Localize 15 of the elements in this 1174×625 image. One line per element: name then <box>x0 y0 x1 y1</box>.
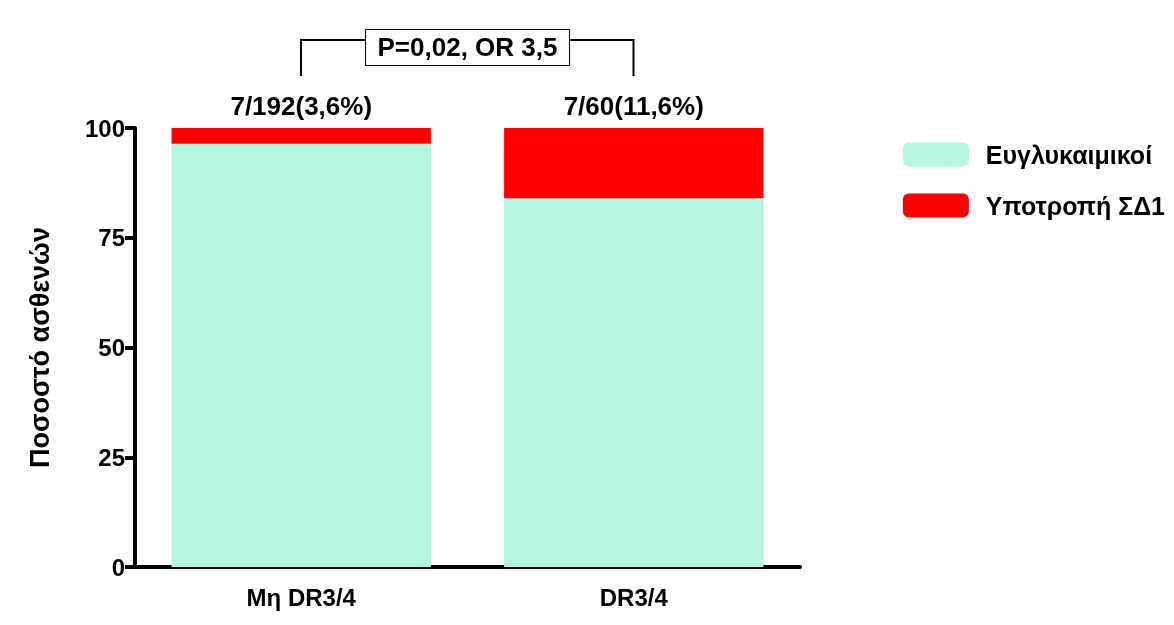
y-tick-label: 25 <box>98 443 125 471</box>
legend-label: Ευγλυκαιμικοί <box>985 140 1153 169</box>
y-tick-label: 0 <box>111 553 125 581</box>
annotation: 7/192(3,6%) <box>230 91 373 122</box>
y-axis-title: Ποσοστό ασθενών <box>24 227 55 468</box>
x-tick-label: Μη DR3/4 <box>246 583 357 611</box>
bar <box>504 128 764 199</box>
bar <box>171 128 431 144</box>
y-tick-label: 50 <box>98 334 125 361</box>
y-tick-label: 100 <box>84 114 125 142</box>
annotation: 7/60(11,6%) <box>563 91 704 122</box>
legend-label: Υποτροπή ΣΔ1 <box>985 191 1166 220</box>
x-tick-label: DR3/4 <box>599 583 669 611</box>
text: P=0,02, OR 3,5 <box>364 29 571 66</box>
y-tick-label: 75 <box>98 224 125 252</box>
